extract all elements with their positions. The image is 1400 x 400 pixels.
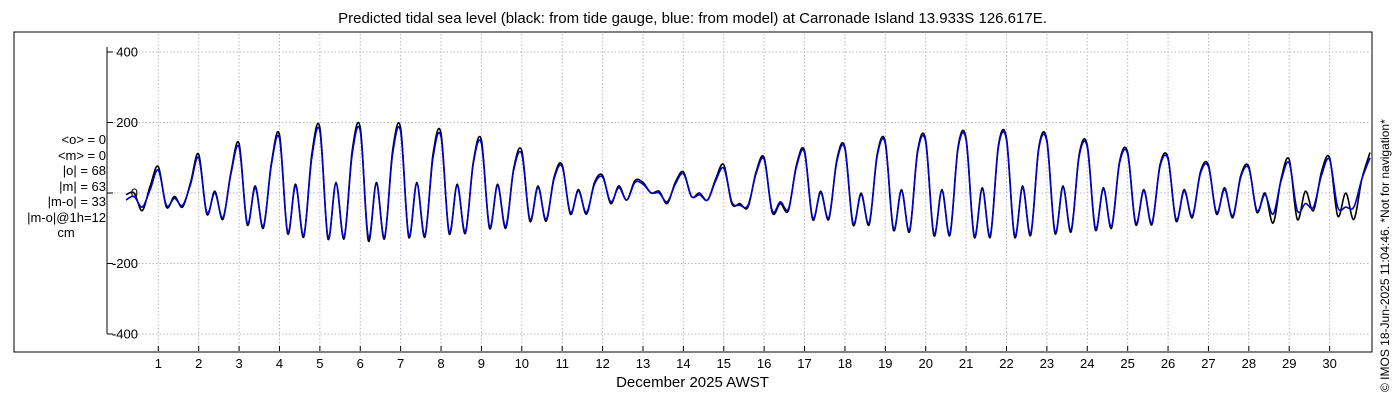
x-tick-label: 13 bbox=[636, 356, 650, 371]
x-tick-label: 12 bbox=[595, 356, 609, 371]
x-tick-label: 18 bbox=[838, 356, 852, 371]
x-tick-label: 4 bbox=[276, 356, 283, 371]
y-tick-label: -200 bbox=[112, 256, 138, 271]
x-tick-label: 21 bbox=[959, 356, 973, 371]
x-tick-label: 29 bbox=[1282, 356, 1296, 371]
x-tick-label: 27 bbox=[1201, 356, 1215, 371]
x-tick-label: 15 bbox=[717, 356, 731, 371]
stat-abs-model: |m| = 63 bbox=[59, 178, 106, 194]
x-tick-label: 6 bbox=[357, 356, 364, 371]
series-line-tide-gauge bbox=[125, 121, 1371, 242]
x-tick-label: 7 bbox=[397, 356, 404, 371]
x-tick-label: 30 bbox=[1322, 356, 1336, 371]
series-line-model bbox=[125, 125, 1371, 239]
x-tick-label: 23 bbox=[1040, 356, 1054, 371]
y-tick-label: 400 bbox=[116, 45, 138, 60]
x-tick-label: 9 bbox=[478, 356, 485, 371]
series-layer bbox=[125, 121, 1371, 242]
stat-abs-difference: |m-o| = 33 bbox=[47, 194, 106, 209]
stat-units: cm bbox=[57, 225, 75, 240]
x-tick-label: 20 bbox=[918, 356, 932, 371]
x-tick-label: 14 bbox=[676, 356, 690, 371]
x-tick-label: 24 bbox=[1080, 356, 1094, 371]
x-tick-label: 28 bbox=[1242, 356, 1256, 371]
y-tick-label: 200 bbox=[116, 115, 138, 130]
credit-text: © IMOS 18-Jun-2025 11:04:46. *Not for na… bbox=[1378, 119, 1392, 392]
x-tick-label: 26 bbox=[1161, 356, 1175, 371]
x-tick-label: 3 bbox=[235, 356, 242, 371]
grid-lines bbox=[107, 34, 1370, 350]
x-tick-label: 5 bbox=[316, 356, 323, 371]
stat-mean-observed: <o> = 0 bbox=[61, 132, 106, 147]
x-tick-label: 1 bbox=[155, 356, 162, 371]
outer-frame bbox=[13, 31, 1373, 353]
stat-mean-model: <m> = 0 bbox=[57, 147, 106, 163]
x-tick-label: 8 bbox=[437, 356, 444, 371]
y-tick-label: -400 bbox=[112, 327, 138, 342]
x-tick-label: 11 bbox=[555, 356, 569, 371]
x-tick-label: 25 bbox=[1120, 356, 1134, 371]
x-tick-label: 10 bbox=[515, 356, 529, 371]
stat-abs-difference-1h: |m-o|@1h=12 bbox=[27, 209, 106, 225]
x-tick-label: 2 bbox=[195, 356, 202, 371]
x-axis: 1 2 3 4 5 6 7 8 9 10 11 12 13 14 15 16 17 18 19 20 21 22 23 24 2… bbox=[155, 346, 1337, 371]
x-tick-label: 17 bbox=[797, 356, 811, 371]
x-tick-label: 22 bbox=[999, 356, 1013, 371]
x-axis-label: December 2025 AWST bbox=[616, 374, 769, 391]
chart-title: Predicted tidal sea level (black: from t… bbox=[338, 10, 1047, 27]
statistics-panel: <o> = 0 <m> = 0 |o| = 68 |m| = 63 |m-o| … bbox=[6, 132, 106, 241]
x-tick-label: 19 bbox=[878, 356, 892, 371]
x-tick-label: 16 bbox=[757, 356, 771, 371]
stat-abs-observed: |o| = 68 bbox=[62, 163, 106, 178]
